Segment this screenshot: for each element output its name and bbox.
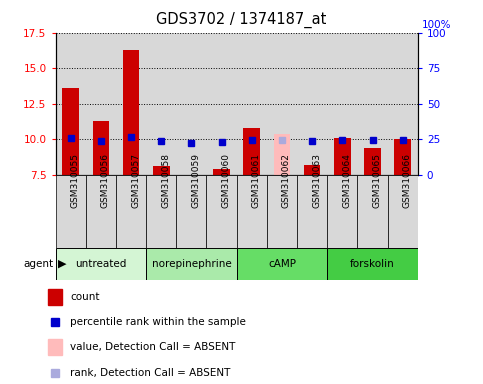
Bar <box>146 248 237 280</box>
Bar <box>274 134 290 175</box>
Text: percentile rank within the sample: percentile rank within the sample <box>70 317 246 327</box>
Bar <box>176 175 207 248</box>
Bar <box>56 175 86 248</box>
Text: GSM310057: GSM310057 <box>131 153 140 208</box>
Bar <box>56 33 86 175</box>
Bar <box>146 33 176 175</box>
Text: norepinephrine: norepinephrine <box>152 259 231 269</box>
Bar <box>364 148 381 175</box>
Bar <box>207 175 237 248</box>
Text: GSM310061: GSM310061 <box>252 153 261 208</box>
Bar <box>267 33 297 175</box>
Bar <box>123 50 139 175</box>
Bar <box>327 248 418 280</box>
Text: 100%: 100% <box>422 20 452 30</box>
Text: GSM310059: GSM310059 <box>191 153 200 208</box>
Text: count: count <box>70 292 99 302</box>
Bar <box>237 248 327 280</box>
Bar <box>304 165 320 175</box>
Bar <box>334 138 351 175</box>
Bar <box>237 175 267 248</box>
Bar <box>93 121 109 175</box>
Bar <box>207 33 237 175</box>
Bar <box>388 175 418 248</box>
Text: untreated: untreated <box>75 259 127 269</box>
Bar <box>237 33 267 175</box>
Bar <box>48 339 62 355</box>
Text: ▶: ▶ <box>58 259 67 269</box>
Bar <box>357 175 388 248</box>
Text: GSM310060: GSM310060 <box>222 153 230 208</box>
Bar <box>327 33 357 175</box>
Text: rank, Detection Call = ABSENT: rank, Detection Call = ABSENT <box>70 368 230 378</box>
Bar <box>267 175 297 248</box>
Bar <box>327 175 357 248</box>
Text: forskolin: forskolin <box>350 259 395 269</box>
Bar <box>116 175 146 248</box>
Bar <box>153 166 170 175</box>
Bar <box>395 139 411 175</box>
Text: GSM310065: GSM310065 <box>372 153 382 208</box>
Text: GSM310063: GSM310063 <box>312 153 321 208</box>
Bar <box>388 33 418 175</box>
Text: GSM310062: GSM310062 <box>282 153 291 208</box>
Bar <box>86 33 116 175</box>
Bar <box>297 175 327 248</box>
Bar <box>62 88 79 175</box>
Bar <box>213 169 230 175</box>
Text: GSM310058: GSM310058 <box>161 153 170 208</box>
Bar <box>56 248 146 280</box>
Text: cAMP: cAMP <box>268 259 296 269</box>
Bar <box>116 33 146 175</box>
Text: GSM310056: GSM310056 <box>101 153 110 208</box>
Bar <box>86 175 116 248</box>
Bar <box>146 175 176 248</box>
Text: GSM310066: GSM310066 <box>403 153 412 208</box>
Text: GSM310055: GSM310055 <box>71 153 80 208</box>
Text: value, Detection Call = ABSENT: value, Detection Call = ABSENT <box>70 342 235 352</box>
Bar <box>243 128 260 175</box>
Bar <box>297 33 327 175</box>
Text: agent: agent <box>23 259 53 269</box>
Text: GDS3702 / 1374187_at: GDS3702 / 1374187_at <box>156 12 327 28</box>
Text: GSM310064: GSM310064 <box>342 153 351 208</box>
Bar <box>176 33 207 175</box>
Bar <box>357 33 388 175</box>
Bar <box>48 289 62 305</box>
